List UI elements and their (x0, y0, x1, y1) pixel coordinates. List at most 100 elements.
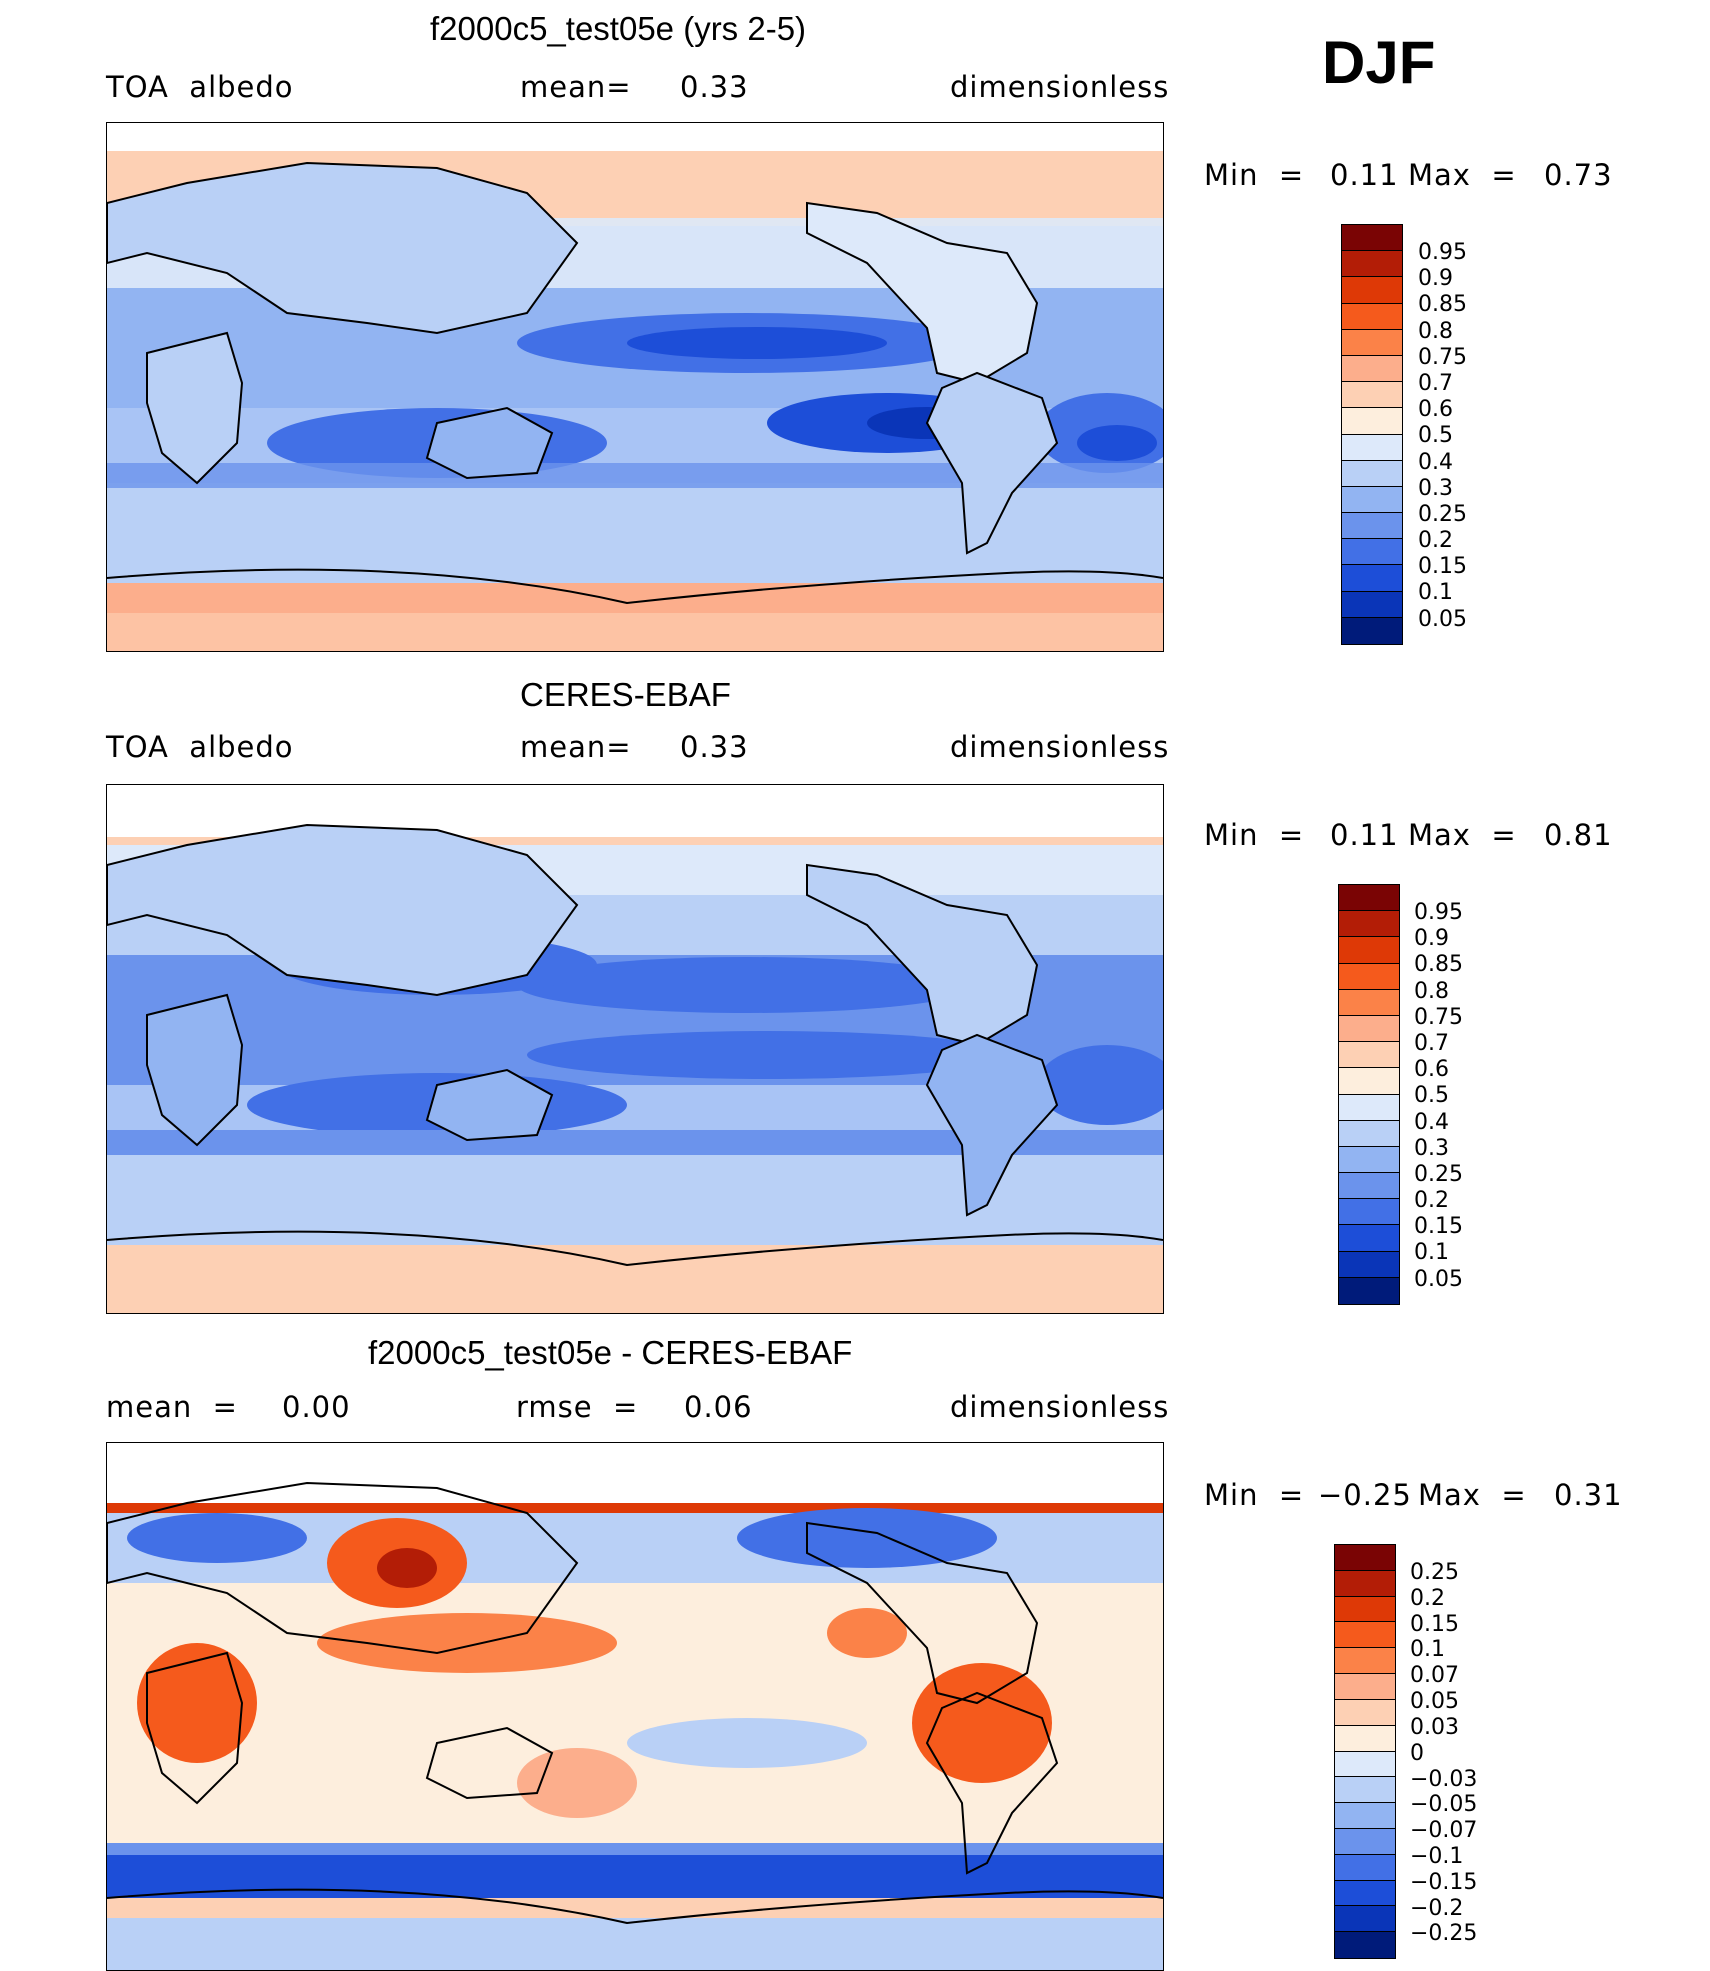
colorbar-tick-label: −0.15 (1410, 1869, 1478, 1895)
colorbar-tick-label: 0.5 (1414, 1083, 1449, 1109)
colorbar-swatch (1342, 539, 1402, 566)
colorbar-swatch (1342, 617, 1402, 644)
colorbar-swatch (1339, 1146, 1399, 1174)
panel3-mean-value: 0.00 (282, 1390, 351, 1424)
colorbar-tick-label: 0.9 (1414, 926, 1449, 952)
colorbar-tick-label: 0.6 (1414, 1057, 1449, 1083)
panel1-variable-label: TOA albedo (106, 70, 294, 104)
colorbar-tick-label: 0.7 (1418, 370, 1453, 396)
colorbar-swatch (1342, 486, 1402, 514)
colorbar-tick-label: 0.1 (1410, 1637, 1445, 1663)
colorbar-swatch (1342, 408, 1402, 435)
panel1-colorbar-labels: 0.95 0.9 0.85 0.8 0.75 0.7 0.6 0.5 0.4 0.3 0.25 0.2… (1418, 240, 1467, 633)
colorbar-tick-label: 0.2 (1418, 528, 1453, 554)
panel1-mean-value: 0.33 (680, 70, 749, 104)
colorbar-tick-label: 0.75 (1418, 344, 1467, 370)
colorbar-swatch (1339, 885, 1399, 912)
colorbar-swatch (1339, 1199, 1399, 1226)
panel2-mean-value: 0.33 (680, 730, 749, 764)
colorbar-tick-label: 0.95 (1418, 240, 1467, 265)
colorbar-tick-label: −0.25 (1410, 1921, 1478, 1947)
colorbar-tick-label: 0.1 (1418, 580, 1453, 606)
panel1-min-label: Min = (1204, 158, 1305, 192)
panel2-max-label: Max = (1408, 818, 1517, 852)
panel2-map (106, 784, 1164, 1314)
colorbar-tick-label: 0.3 (1414, 1135, 1449, 1161)
colorbar-swatch (1339, 1120, 1399, 1147)
colorbar-swatch (1339, 1015, 1399, 1043)
colorbar-swatch (1339, 1042, 1399, 1069)
colorbar-tick-label: 0.9 (1418, 266, 1453, 292)
panel3-min-label: Min = (1204, 1478, 1305, 1512)
colorbar-swatch (1339, 1068, 1399, 1095)
panel3-rmse-label: rmse = (516, 1390, 639, 1424)
colorbar-swatch (1335, 1932, 1395, 1958)
colorbar-tick-label: 0.07 (1410, 1663, 1459, 1689)
colorbar-swatch (1339, 937, 1399, 964)
colorbar-swatch (1342, 382, 1402, 409)
colorbar-tick-label: 0.2 (1410, 1585, 1445, 1611)
colorbar-swatch (1335, 1803, 1395, 1829)
colorbar-swatch (1339, 989, 1399, 1016)
colorbar-tick-label: 0 (1410, 1740, 1424, 1766)
colorbar-tick-label: 0.3 (1418, 475, 1453, 501)
colorbar-tick-label: 0.1 (1414, 1240, 1449, 1266)
colorbar-swatch (1335, 1751, 1395, 1778)
colorbar-swatch (1342, 277, 1402, 304)
panel2-colorbar (1338, 884, 1400, 1305)
colorbar-tick-label: −0.05 (1410, 1792, 1478, 1818)
colorbar-swatch (1335, 1545, 1395, 1571)
panel2-units-label: dimensionless (950, 730, 1170, 764)
panel2-min-value: 0.11 (1330, 818, 1399, 852)
panel1-min-value: 0.11 (1330, 158, 1399, 192)
colorbar-swatch (1342, 565, 1402, 592)
panel1-map (106, 122, 1164, 652)
colorbar-tick-label: 0.6 (1418, 397, 1453, 423)
colorbar-swatch (1342, 225, 1402, 252)
panel3-min-value: −0.25 (1318, 1478, 1412, 1512)
colorbar-swatch (1335, 1674, 1395, 1700)
colorbar-swatch (1339, 1173, 1399, 1200)
colorbar-tick-label: −0.07 (1410, 1818, 1478, 1844)
colorbar-swatch (1335, 1906, 1395, 1933)
panel1-max-label: Max = (1408, 158, 1517, 192)
colorbar-swatch (1335, 1622, 1395, 1649)
colorbar-tick-label: 0.7 (1414, 1030, 1449, 1056)
panel3-max-value: 0.31 (1554, 1478, 1623, 1512)
colorbar-swatch (1335, 1880, 1395, 1907)
colorbar-tick-label: 0.4 (1414, 1109, 1449, 1135)
colorbar-tick-label: 0.95 (1414, 900, 1463, 925)
colorbar-swatch (1339, 1094, 1399, 1121)
colorbar-swatch (1342, 329, 1402, 356)
colorbar-swatch (1342, 460, 1402, 487)
colorbar-tick-label: 0.25 (1418, 501, 1467, 527)
colorbar-tick-label: 0.05 (1418, 606, 1467, 632)
colorbar-tick-label: 0.05 (1410, 1689, 1459, 1715)
colorbar-tick-label: −0.2 (1410, 1895, 1464, 1921)
colorbar-swatch (1342, 303, 1402, 330)
panel2-max-value: 0.81 (1544, 818, 1613, 852)
panel3-max-label: Max = (1418, 1478, 1527, 1512)
colorbar-swatch (1342, 355, 1402, 383)
colorbar-swatch (1342, 591, 1402, 618)
colorbar-tick-label: 0.8 (1414, 978, 1449, 1004)
colorbar-swatch (1342, 434, 1402, 461)
panel3-colorbar (1334, 1544, 1396, 1959)
colorbar-tick-label: 0.25 (1410, 1560, 1459, 1585)
colorbar-swatch (1339, 1251, 1399, 1278)
colorbar-tick-label: −0.03 (1410, 1766, 1478, 1792)
panel2-mean-label: mean= (520, 730, 632, 764)
panel3-mean-label: mean = (106, 1390, 238, 1424)
colorbar-swatch (1342, 513, 1402, 540)
colorbar-tick-label: 0.2 (1414, 1188, 1449, 1214)
colorbar-swatch (1339, 1225, 1399, 1252)
panel1-units-label: dimensionless (950, 70, 1170, 104)
colorbar-tick-label: 0.15 (1414, 1214, 1463, 1240)
panel1-title: f2000c5_test05e (yrs 2-5) (430, 10, 807, 47)
colorbar-tick-label: 0.4 (1418, 449, 1453, 475)
colorbar-swatch (1335, 1828, 1395, 1855)
colorbar-swatch (1339, 1277, 1399, 1304)
panel1-colorbar (1341, 224, 1403, 645)
panel2-min-label: Min = (1204, 818, 1305, 852)
colorbar-tick-label: 0.75 (1414, 1004, 1463, 1030)
